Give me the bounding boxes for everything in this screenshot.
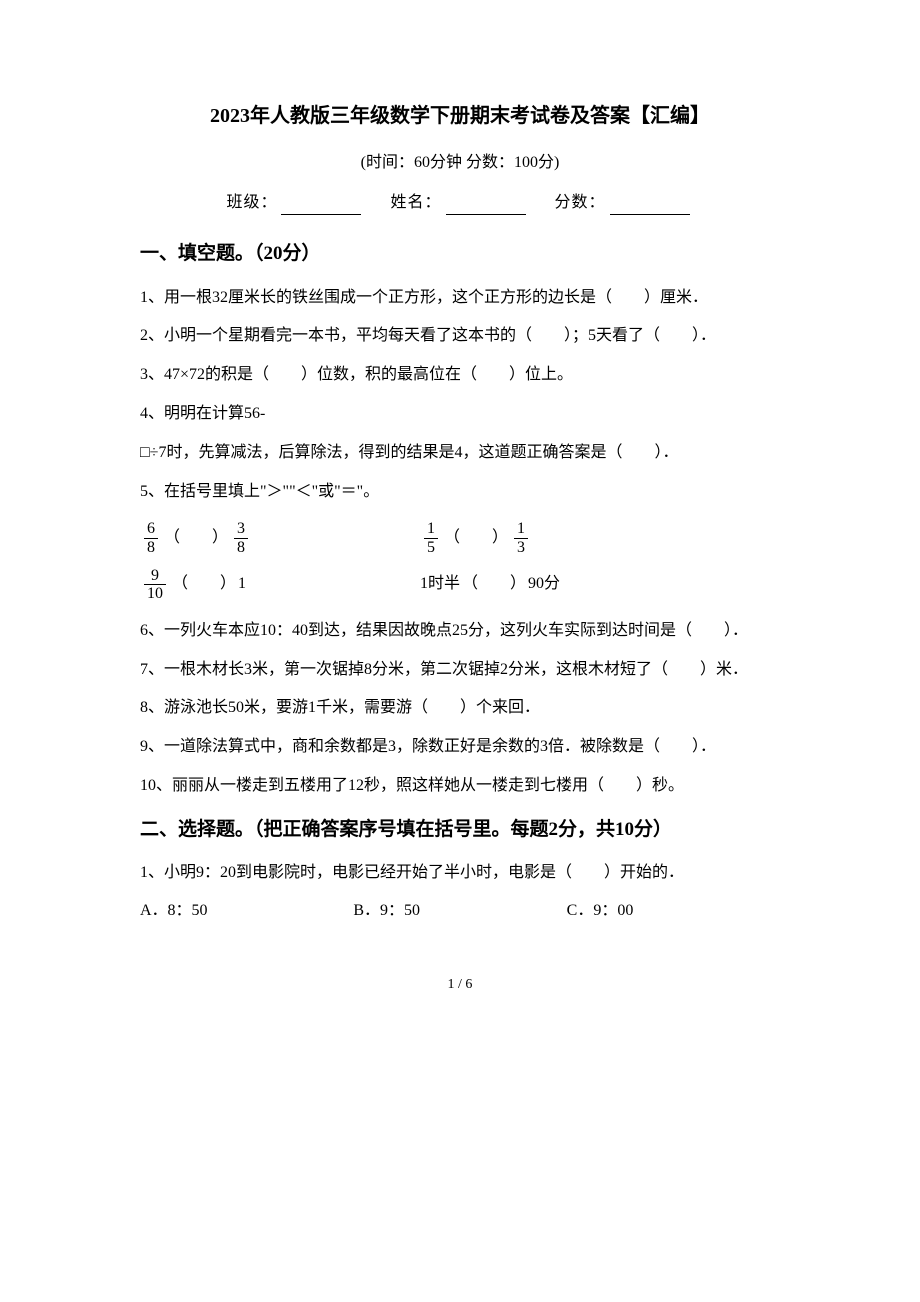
page-number: 1 / 6 bbox=[140, 974, 780, 996]
exam-meta: (时间：60分钟 分数：100分) bbox=[140, 150, 780, 176]
fraction-1-5: 1 5 bbox=[424, 520, 438, 556]
fraction-num: 6 bbox=[144, 520, 158, 538]
question-1-7: 7、一根木材长3米，第一次锯掉8分米，第二次锯掉2分米，这根木材短了（ ）米． bbox=[140, 652, 780, 689]
frac-group-1: 6 8 （ ） 3 8 bbox=[140, 520, 420, 556]
compare-blank: （ ） bbox=[172, 570, 236, 599]
section-1-header: 一、填空题。（20分） bbox=[140, 239, 780, 269]
class-blank bbox=[281, 199, 361, 215]
question-1-5-row-2: 9 10 （ ） 1 1时半 （ ） 90分 bbox=[140, 567, 780, 603]
fraction-1-3: 1 3 bbox=[514, 520, 528, 556]
question-1-9: 9、一道除法算式中，商和余数都是3，除数正好是余数的3倍．被除数是（ ）． bbox=[140, 729, 780, 766]
question-2-1: 1、小明9：20到电影院时，电影已经开始了半小时，电影是（ ）开始的． bbox=[140, 855, 780, 892]
question-1-5-row-1: 6 8 （ ） 3 8 1 5 （ ） 1 3 bbox=[140, 520, 780, 556]
question-1-4b: □÷7时，先算减法，后算除法，得到的结果是4，这道题正确答案是（ ）． bbox=[140, 435, 780, 472]
fraction-num: 1 bbox=[514, 520, 528, 538]
score-label: 分数： bbox=[555, 194, 606, 211]
integer-1: 1 bbox=[238, 570, 246, 599]
question-1-1: 1、用一根32厘米长的铁丝围成一个正方形，这个正方形的边长是（ ）厘米． bbox=[140, 280, 780, 317]
frac-group-4: 1时半 （ ） 90分 bbox=[420, 570, 700, 599]
student-info-line: 班级： 姓名： 分数： bbox=[140, 190, 780, 216]
fraction-num: 9 bbox=[148, 567, 162, 585]
question-1-2: 2、小明一个星期看完一本书，平均每天看了这本书的（ ）；5天看了（ ）． bbox=[140, 318, 780, 355]
name-blank bbox=[446, 199, 526, 215]
choice-b: B．9：50 bbox=[353, 898, 566, 924]
fraction-3-8: 3 8 bbox=[234, 520, 248, 556]
fraction-den: 10 bbox=[144, 584, 166, 603]
frac-group-2: 1 5 （ ） 1 3 bbox=[420, 520, 700, 556]
question-1-4a: 4、明明在计算56- bbox=[140, 396, 780, 433]
fraction-6-8: 6 8 bbox=[144, 520, 158, 556]
section-2-header: 二、选择题。（把正确答案序号填在括号里。每题2分，共10分） bbox=[140, 815, 780, 845]
choice-a: A．8：50 bbox=[140, 898, 353, 924]
fraction-den: 5 bbox=[424, 538, 438, 557]
question-2-1-choices: A．8：50 B．9：50 C．9：00 bbox=[140, 898, 780, 924]
compare-blank: （ ） bbox=[462, 570, 526, 599]
compare-blank: （ ） bbox=[164, 524, 228, 553]
fraction-num: 1 bbox=[424, 520, 438, 538]
fraction-den: 8 bbox=[144, 538, 158, 557]
question-1-8: 8、游泳池长50米，要游1千米，需要游（ ）个来回． bbox=[140, 690, 780, 727]
choice-c: C．9：00 bbox=[567, 898, 780, 924]
question-1-10: 10、丽丽从一楼走到五楼用了12秒，照这样她从一楼走到七楼用（ ）秒。 bbox=[140, 768, 780, 805]
fraction-den: 8 bbox=[234, 538, 248, 557]
class-label: 班级： bbox=[226, 194, 277, 211]
name-label: 姓名： bbox=[390, 194, 441, 211]
fraction-den: 3 bbox=[514, 538, 528, 557]
compare-blank: （ ） bbox=[444, 524, 508, 553]
fraction-9-10: 9 10 bbox=[144, 567, 166, 603]
time-90-min: 90分 bbox=[528, 570, 560, 599]
frac-group-3: 9 10 （ ） 1 bbox=[140, 567, 420, 603]
time-half-hour: 1时半 bbox=[420, 570, 460, 599]
question-1-6: 6、一列火车本应10：40到达，结果因故晚点25分，这列火车实际到达时间是（ ）… bbox=[140, 613, 780, 650]
fraction-num: 3 bbox=[234, 520, 248, 538]
question-1-3: 3、47×72的积是（ ）位数，积的最高位在（ ）位上。 bbox=[140, 357, 780, 394]
score-blank bbox=[610, 199, 690, 215]
question-1-5: 5、在括号里填上"＞""＜"或"＝"。 bbox=[140, 474, 780, 511]
page-title: 2023年人教版三年级数学下册期末考试卷及答案【汇编】 bbox=[140, 100, 780, 132]
